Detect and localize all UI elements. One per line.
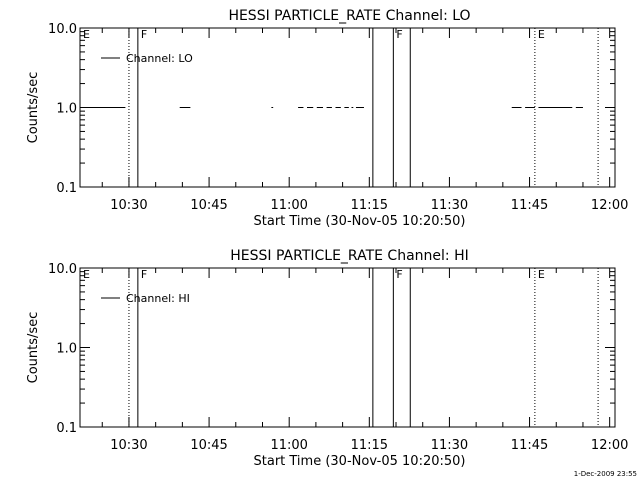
legend-label: Channel: HI xyxy=(126,292,190,305)
y-axis-label: Counts/sec xyxy=(26,72,41,144)
x-tick-label: 10:45 xyxy=(190,198,227,213)
y-axis-label: Counts/sec xyxy=(26,312,41,384)
y-tick-label: 10.0 xyxy=(48,262,77,277)
y-tick-label: 1.0 xyxy=(56,102,77,117)
x-tick-label: 11:00 xyxy=(270,438,307,453)
event-label: F xyxy=(396,28,402,41)
x-tick-label: 11:15 xyxy=(351,198,388,213)
chart-title: HESSI PARTICLE_RATE Channel: LO xyxy=(228,8,470,24)
event-label: F xyxy=(141,268,147,281)
x-axis-label: Start Time (30-Nov-05 10:20:50) xyxy=(254,454,466,469)
x-tick-label: 12:00 xyxy=(591,438,628,453)
event-label: E xyxy=(83,268,90,281)
x-tick-label: 11:45 xyxy=(511,438,548,453)
x-tick-label: 11:30 xyxy=(431,198,468,213)
x-tick-label: 11:15 xyxy=(351,438,388,453)
x-tick-label: 12:00 xyxy=(591,198,628,213)
event-label: F xyxy=(141,28,147,41)
x-tick-label: 11:00 xyxy=(270,198,307,213)
chart-title: HESSI PARTICLE_RATE Channel: HI xyxy=(230,248,468,264)
x-tick-label: 11:45 xyxy=(511,198,548,213)
x-axis-label: Start Time (30-Nov-05 10:20:50) xyxy=(254,214,466,229)
y-tick-label: 0.1 xyxy=(56,421,77,436)
x-tick-label: 10:30 xyxy=(110,198,147,213)
y-tick-label: 1.0 xyxy=(56,342,77,357)
event-label: E xyxy=(83,28,90,41)
event-label: E xyxy=(538,268,545,281)
chart-panel-hi: HESSI PARTICLE_RATE Channel: HI 0.1 1.0 10.… xyxy=(26,248,628,469)
x-tick-label: 10:30 xyxy=(110,438,147,453)
x-tick-label: 10:45 xyxy=(190,438,227,453)
legend-label: Channel: LO xyxy=(126,52,193,65)
x-tick-label: 11:30 xyxy=(431,438,468,453)
footer-timestamp: 1-Dec-2009 23:55 xyxy=(574,470,637,478)
chart-panel-lo: HESSI PARTICLE_RATE Channel: LO 0.1 1.0 10.… xyxy=(26,8,628,229)
event-label: F xyxy=(396,268,402,281)
y-tick-label: 0.1 xyxy=(56,181,77,196)
y-tick-label: 10.0 xyxy=(48,22,77,37)
event-label: E xyxy=(538,28,545,41)
